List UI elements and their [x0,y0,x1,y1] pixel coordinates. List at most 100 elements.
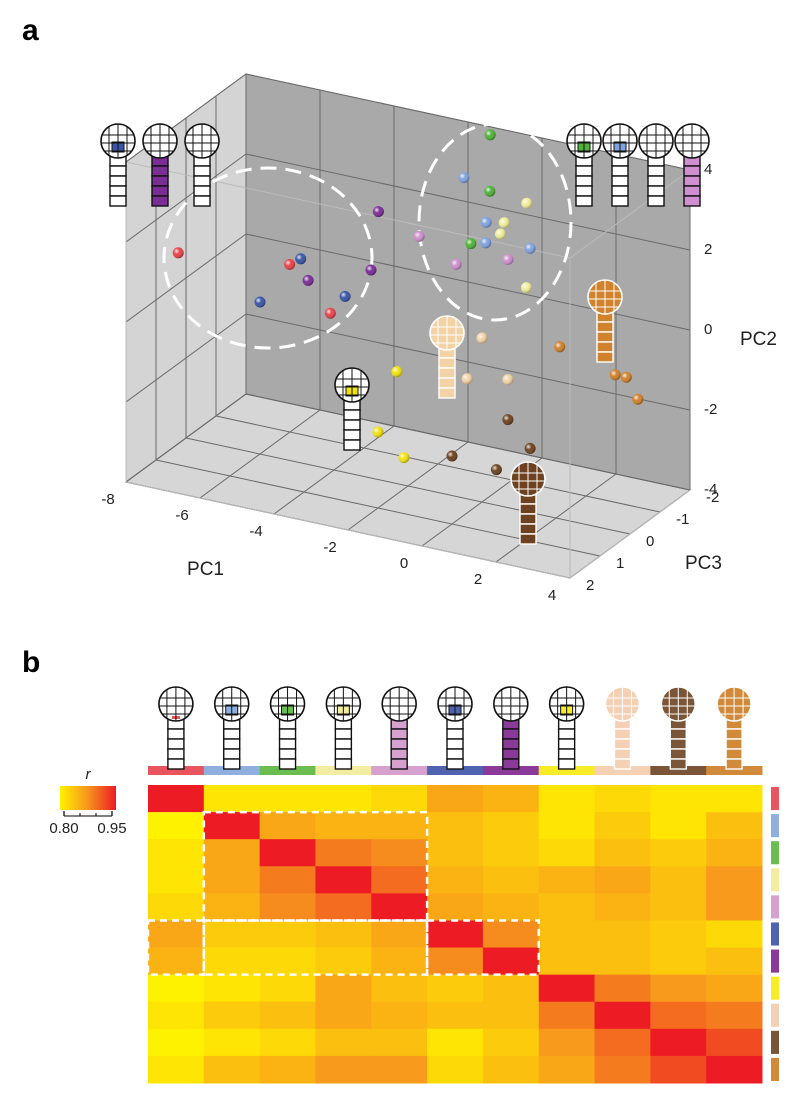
block-outline [202,810,429,922]
stage-color-strip [706,766,763,775]
heatmap-cell [427,920,484,949]
heatmap-cell [482,866,540,894]
heatmap-cell [259,839,316,867]
heatmap-cell [594,1028,651,1057]
embryo-suspensor-cell [502,748,520,760]
heatmap-cell [482,893,540,921]
point-shine [476,332,488,344]
heatmap-cell [594,1001,651,1030]
heatmap-cell [371,1055,428,1084]
embryo-suspensor-cell [438,377,456,389]
embryo-suspensor-cell [669,738,687,750]
heatmap-cell [427,1028,484,1057]
point-shine [480,216,492,228]
embryo-suspensor-cell [334,758,353,770]
embryo-suspensor-cell [151,175,169,187]
stage-color-strip [650,766,707,775]
embryo-suspensor-cell [438,367,456,379]
embryo-cell-walls [511,462,545,496]
embryo-suspensor-cell [151,185,169,197]
point-shine [391,366,403,378]
heatmap-cell [203,785,261,813]
embryo-suspensor-cell [109,195,127,207]
embryo-suspensor-cell [278,728,297,740]
heatmap-cell [203,1001,261,1030]
embryo-suspensor-cell [223,758,241,770]
y-tick-label: 0 [704,321,712,338]
heatmap-cell [259,947,316,976]
embryo-suspensor-cell [557,728,576,740]
embryo-suspensor-cell [611,175,629,187]
heatmap-cell [706,812,763,840]
heatmap-cell [427,974,484,1003]
embryo-suspensor-cell [613,748,632,760]
cluster-outline [162,166,374,350]
heatmap-cell [594,785,651,813]
embryo-suspensor-cell [278,738,297,750]
point-shine [339,290,351,302]
embryo-cell-walls [185,124,219,158]
point-shine [450,258,462,270]
embryo-suspensor-cell [390,738,408,750]
heatmap-cell [538,1001,596,1030]
heatmap-cell [427,785,484,813]
embryo-suspensor-cell [223,748,241,760]
stage-color-strip [427,766,484,775]
embryo-cell-walls [214,687,249,721]
embryo-suspensor-cell [519,503,537,515]
embryo-suspensor-cell [343,439,361,451]
heatmap-cell [706,1001,763,1030]
embryo-cell-walls [588,280,622,314]
embryo-cell-walls [438,687,472,721]
x-axis-title: PC1 [187,559,224,580]
colorbar-title: r [86,766,92,783]
heatmap-cell [427,1055,484,1084]
embryo-suspensor-cell [343,429,361,441]
stage-color-strip [771,976,779,1000]
heatmap-cell [482,785,540,813]
x-tick-label: -6 [175,507,188,524]
heatmap-cell [538,947,596,976]
embryo-suspensor-cell [596,331,614,343]
heatmap-cell [203,974,261,1003]
heatmap-cell [148,947,205,976]
heatmap-cell [538,866,596,894]
point-shine [372,426,384,438]
embryo-suspensor-cell [151,165,169,177]
stage-color-strip [371,766,428,775]
stage-color-strip [771,814,779,838]
panel-label: a [22,14,39,47]
colorbar-tick-label: 0.80 [49,820,78,837]
point-shine [458,172,470,184]
heatmap-cell [259,1001,316,1030]
heatmap-cell [650,920,707,949]
heatmap-cell [427,839,484,867]
heatmap-cell [482,920,540,949]
stage-color-strip [771,868,779,892]
heatmap-cell [148,920,205,949]
heatmap-cell [538,1028,596,1057]
embryo-cell-walls [675,124,709,158]
colorbar [60,786,116,810]
embryo-suspensor-cell [109,165,127,177]
point-shine [554,341,566,353]
heatmap-cell [650,893,707,921]
block-outline [425,919,540,976]
y-tick-label: 2 [704,241,712,258]
heatmap-cell [706,866,763,894]
embryo-suspensor-cell [167,728,185,740]
heatmap-cell [315,1028,372,1057]
heatmap-cell [203,1055,261,1084]
heatmap-cell [371,1001,428,1030]
embryo-suspensor-cell [167,758,185,770]
embryo-suspensor-cell [446,748,464,760]
heatmap-cell [594,812,651,840]
embryo-cell-walls [430,316,464,350]
heatmap-cell [650,1055,707,1084]
stage-color-strip [771,787,779,811]
point-shine [502,254,514,266]
heatmap-cell [371,947,428,976]
heatmap-cell [148,812,205,840]
heatmap-cell [706,893,763,921]
